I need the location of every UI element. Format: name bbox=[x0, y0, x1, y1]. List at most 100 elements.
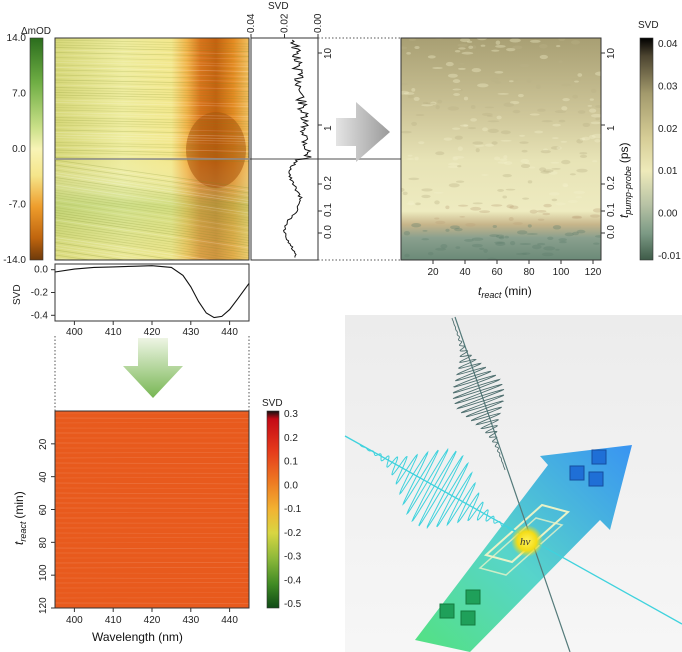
svd2-colorbar-tick-label: -0.2 bbox=[284, 528, 302, 539]
svd1-texture bbox=[516, 252, 527, 256]
svd-time-xtick-label: 0.04 bbox=[246, 13, 257, 33]
svd1-texture bbox=[524, 162, 531, 165]
svd1-texture bbox=[561, 106, 568, 111]
svd1-texture bbox=[455, 246, 461, 249]
svd1-texture bbox=[516, 230, 528, 235]
svd-time-ytick-label: 10 bbox=[323, 47, 334, 59]
colorbar-tick-label: 14.0 bbox=[7, 33, 27, 44]
svd1-texture bbox=[538, 43, 548, 49]
sample-cubes bbox=[439, 449, 607, 626]
svd1-texture bbox=[509, 100, 520, 105]
svd1-texture bbox=[503, 155, 508, 159]
svd1-texture bbox=[543, 148, 548, 152]
svd-spectral-panel: SVD 0.0 -0.2 -0.4 400 410 420 430 440 bbox=[12, 263, 250, 411]
svd2-texture-line bbox=[55, 562, 249, 564]
ta-texture-line bbox=[55, 207, 249, 236]
svd1-texture bbox=[427, 55, 436, 59]
ta-texture-line bbox=[55, 39, 249, 45]
svd-time-line bbox=[283, 39, 312, 258]
pump-beam bbox=[344, 435, 682, 625]
svd1-texture bbox=[543, 169, 554, 173]
svd1-texture bbox=[521, 149, 528, 153]
svd2-texture-line bbox=[55, 452, 249, 454]
svd1-texture bbox=[531, 244, 542, 250]
svd1-texture bbox=[503, 102, 515, 107]
svd1-xtick-label: 20 bbox=[427, 267, 439, 278]
ta-texture-line bbox=[55, 232, 249, 260]
svd1-texture bbox=[479, 210, 491, 213]
svd1-texture bbox=[484, 143, 495, 147]
probe-volume bbox=[483, 503, 571, 564]
ta-texture-line bbox=[55, 139, 249, 145]
svd1-texture bbox=[594, 235, 601, 238]
svd2-texture-line bbox=[55, 462, 249, 464]
svd1-texture bbox=[447, 162, 460, 166]
svd1-texture bbox=[528, 166, 536, 169]
svd1-texture bbox=[509, 240, 516, 246]
svd1-texture bbox=[555, 248, 560, 251]
svd1-colorbar bbox=[639, 37, 654, 261]
svd1-texture bbox=[537, 218, 545, 221]
svd1-texture bbox=[537, 108, 546, 112]
svd1-texture bbox=[519, 134, 526, 137]
svd1-texture bbox=[401, 82, 409, 86]
svd1-colorbar-tick-label: 0.00 bbox=[658, 209, 678, 220]
svd1-ytick-label: 10 bbox=[606, 47, 617, 59]
ta-texture-line bbox=[55, 132, 249, 137]
green-arrow-icon bbox=[123, 338, 183, 398]
svd1-texture bbox=[415, 113, 425, 117]
svd1-texture bbox=[414, 45, 420, 50]
svd-time-ytick-label: 1 bbox=[323, 125, 334, 131]
svd1-texture bbox=[495, 40, 501, 45]
svd1-texture bbox=[407, 200, 415, 206]
svd1-texture bbox=[572, 94, 578, 99]
svd-time-xtick-label: 0.00 bbox=[313, 13, 324, 33]
svd1-texture bbox=[587, 105, 593, 107]
svd1-texture bbox=[481, 112, 493, 116]
svd1-texture bbox=[519, 141, 529, 144]
svd2-colorbar-tick-label: 0.3 bbox=[284, 409, 298, 420]
ta-texture-line bbox=[55, 237, 214, 260]
svd1-texture bbox=[403, 230, 411, 236]
svd1-texture bbox=[494, 241, 506, 244]
svd2-ytick-label: 40 bbox=[38, 471, 49, 483]
ta-texture-line bbox=[55, 219, 249, 249]
svd1-texture bbox=[472, 202, 483, 205]
svd1-texture bbox=[457, 43, 468, 47]
svd2-colorbar-tick-label: -0.5 bbox=[284, 599, 302, 610]
svd2-texture-line bbox=[55, 511, 249, 514]
svd1-texture bbox=[506, 47, 516, 52]
svd2-texture-line bbox=[55, 547, 249, 550]
svd2-texture-line bbox=[55, 427, 249, 430]
svd1-texture bbox=[481, 174, 489, 176]
ta-texture-line bbox=[55, 263, 249, 291]
svd1-texture bbox=[556, 146, 562, 150]
svd-spectral-xtick-label: 420 bbox=[144, 327, 161, 338]
ta-texture-line bbox=[55, 62, 249, 67]
ta-texture-line bbox=[55, 192, 249, 221]
ta-texture-line bbox=[55, 52, 249, 57]
svd2-xtick-label: 420 bbox=[144, 615, 161, 626]
ta-texture-line bbox=[55, 47, 249, 52]
svd1-texture bbox=[540, 149, 551, 154]
svd1-texture bbox=[563, 184, 569, 187]
svd-time-ytick-label: 0.2 bbox=[323, 176, 334, 190]
excitation-spot bbox=[511, 525, 543, 557]
svd1-colorbar-tick-label: -0.01 bbox=[658, 251, 681, 262]
svd1-texture bbox=[554, 110, 567, 114]
ta-texture-line bbox=[55, 202, 249, 231]
svd1-texture bbox=[480, 44, 486, 47]
ta-texture-line bbox=[55, 104, 249, 110]
ta-texture-line bbox=[55, 122, 249, 127]
svd1-texture bbox=[537, 242, 546, 246]
svd1-texture bbox=[512, 109, 521, 114]
svd1-texture bbox=[457, 204, 469, 207]
svd-spectral-ytick-label: -0.2 bbox=[31, 288, 49, 299]
svd1-texture bbox=[483, 248, 488, 253]
svd1-texture bbox=[452, 157, 459, 161]
svd1-texture bbox=[433, 191, 444, 194]
svd1-texture bbox=[452, 88, 462, 91]
svd1-texture bbox=[455, 88, 463, 92]
svd1-texture bbox=[543, 203, 552, 208]
